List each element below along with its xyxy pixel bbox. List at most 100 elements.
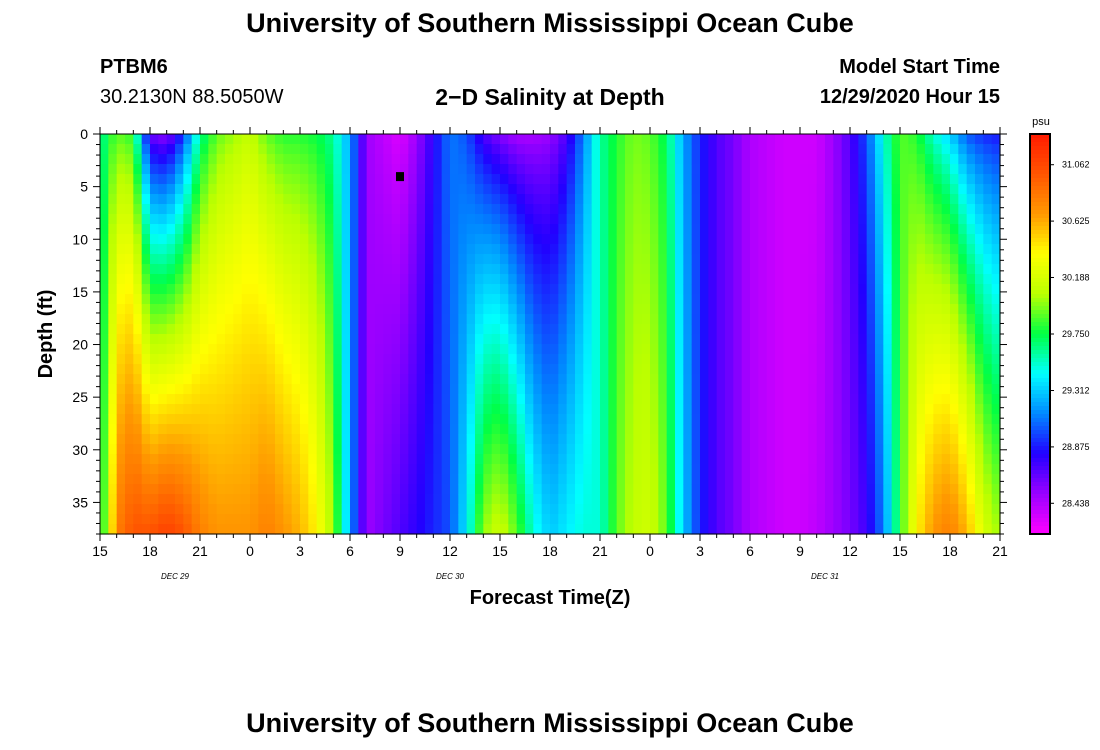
heatmap-cell [375, 144, 384, 155]
heatmap-cell [800, 404, 809, 415]
heatmap-cell [766, 294, 776, 305]
heatmap-cell [741, 254, 751, 265]
heatmap-cell [158, 304, 168, 315]
heatmap-cell [975, 374, 984, 385]
heatmap-cell [483, 384, 493, 395]
heatmap-cell [416, 334, 426, 345]
heatmap-cell [625, 154, 634, 165]
heatmap-cell [850, 344, 859, 355]
heatmap-cell [116, 384, 126, 395]
heatmap-cell [700, 304, 709, 315]
heatmap-cell [283, 224, 293, 235]
heatmap-cell [433, 264, 443, 275]
heatmap-cell [900, 474, 909, 485]
heatmap-cell [908, 314, 918, 325]
heatmap-cell [583, 204, 593, 215]
heatmap-cell [983, 234, 993, 245]
heatmap-cell [641, 284, 651, 295]
heatmap-cell [683, 474, 693, 485]
heatmap-cell [933, 194, 943, 205]
heatmap-cell [741, 474, 751, 485]
heatmap-cell [541, 444, 551, 455]
heatmap-cell [516, 434, 526, 445]
heatmap-cell [691, 474, 701, 485]
heatmap-cell [383, 164, 393, 175]
heatmap-cell [983, 144, 993, 155]
heatmap-cell [933, 164, 943, 175]
heatmap-cell [675, 234, 684, 245]
heatmap-cell [875, 294, 884, 305]
heatmap-cell [475, 374, 484, 385]
heatmap-cell [716, 304, 726, 315]
heatmap-cell [908, 174, 918, 185]
heatmap-cell [925, 294, 934, 305]
heatmap-cell [641, 304, 651, 315]
heatmap-cell [325, 354, 334, 365]
heatmap-cell [650, 214, 659, 225]
heatmap-cell [691, 184, 701, 195]
heatmap-cell [891, 364, 901, 375]
heatmap-cell [750, 354, 759, 365]
heatmap-cell [541, 464, 551, 475]
heatmap-cell [858, 424, 868, 435]
heatmap-cell [941, 504, 951, 515]
heatmap-cell [958, 304, 968, 315]
heatmap-cell [733, 214, 743, 225]
heatmap-cell [350, 284, 359, 295]
colorbar-segment [1030, 398, 1050, 403]
heatmap-cell [383, 424, 393, 435]
heatmap-cell [266, 214, 276, 225]
heatmap-cell [616, 404, 626, 415]
heatmap-cell [933, 184, 943, 195]
heatmap-cell [566, 294, 576, 305]
heatmap-cell [358, 334, 368, 345]
heatmap-cell [325, 274, 334, 285]
heatmap-cell [225, 354, 234, 365]
heatmap-cell [516, 464, 526, 475]
heatmap-cell [508, 394, 518, 405]
heatmap-cell [516, 134, 526, 145]
heatmap-cell [608, 244, 618, 255]
heatmap-cell [800, 464, 809, 475]
heatmap-cell [983, 354, 993, 365]
heatmap-cell [800, 414, 809, 425]
heatmap-cell [158, 414, 168, 425]
heatmap-cell [400, 154, 409, 165]
heatmap-cell [608, 424, 618, 435]
heatmap-cell [391, 484, 401, 495]
heatmap-cell [100, 424, 109, 435]
heatmap-cell [458, 174, 468, 185]
heatmap-cell [750, 194, 759, 205]
heatmap-cell [366, 514, 376, 525]
heatmap-cell [425, 204, 434, 215]
heatmap-cell [408, 394, 418, 405]
heatmap-cell [716, 224, 726, 235]
heatmap-cell [925, 344, 934, 355]
heatmap-cell [600, 264, 609, 275]
heatmap-cell [625, 524, 634, 535]
colorbar-segment [1030, 418, 1050, 423]
x-tick-label: 18 [142, 543, 158, 559]
heatmap-cell [783, 504, 793, 515]
heatmap-cell [216, 204, 226, 215]
heatmap-cell [341, 404, 351, 415]
heatmap-cell [350, 314, 359, 325]
heatmap-cell [450, 514, 459, 525]
heatmap-cell [841, 404, 851, 415]
heatmap-cell [775, 484, 784, 495]
heatmap-cell [808, 514, 818, 525]
heatmap-cell [850, 234, 859, 245]
heatmap-cell [358, 424, 368, 435]
heatmap-cell [866, 204, 876, 215]
station-id: PTBM6 [100, 56, 168, 78]
heatmap-cell [525, 204, 534, 215]
heatmap-cell [558, 404, 568, 415]
heatmap-cell [208, 464, 218, 475]
heatmap-cell [891, 344, 901, 355]
heatmap-cell [916, 514, 926, 525]
heatmap-cell [258, 504, 268, 515]
date-label: DEC 29 [161, 572, 190, 581]
heatmap-cell [483, 344, 493, 355]
heatmap-cell [316, 524, 326, 535]
heatmap-cell [600, 384, 609, 395]
